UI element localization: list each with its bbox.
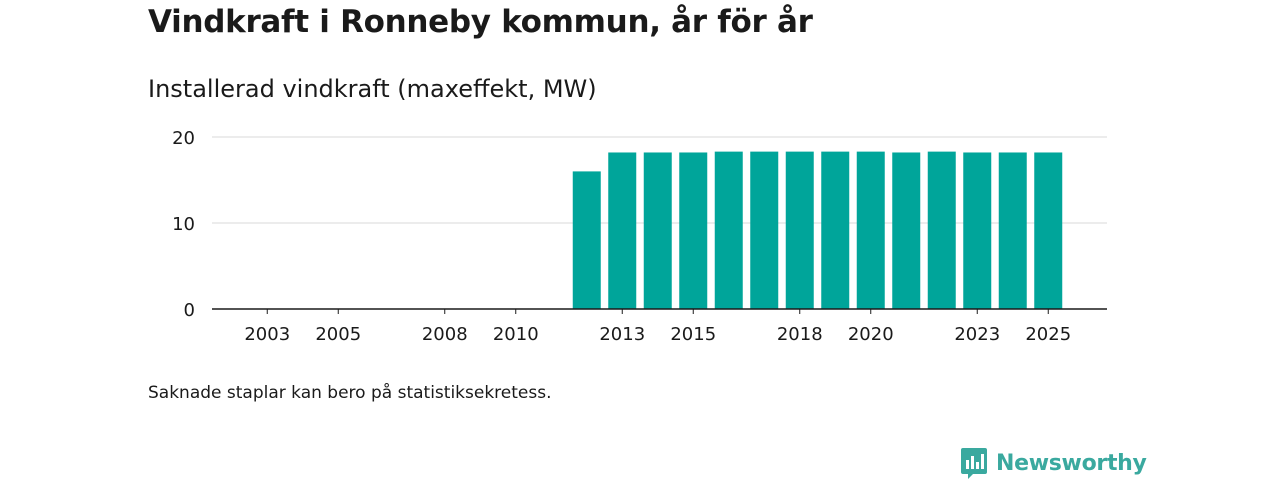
brand-logo[interactable]: Newsworthy xyxy=(960,446,1147,480)
bar xyxy=(785,151,814,309)
bar xyxy=(927,151,956,309)
bar xyxy=(608,152,637,309)
bar xyxy=(998,152,1027,309)
x-tick-label: 2003 xyxy=(244,324,290,345)
bar xyxy=(679,152,708,309)
y-tick-label: 0 xyxy=(184,300,195,321)
x-tick-label: 2013 xyxy=(599,324,645,345)
x-tick-label: 2018 xyxy=(777,324,823,345)
bar xyxy=(714,151,743,309)
bar xyxy=(856,151,885,309)
x-tick-label: 2023 xyxy=(954,324,1000,345)
chart-subtitle: Installerad vindkraft (maxeffekt, MW) xyxy=(148,75,597,103)
bar xyxy=(643,152,672,309)
bar xyxy=(963,152,992,309)
x-tick-label: 2020 xyxy=(848,324,894,345)
brand-name: Newsworthy xyxy=(996,450,1147,476)
y-tick-label: 10 xyxy=(172,214,195,235)
x-tick-label: 2008 xyxy=(422,324,468,345)
x-tick-label: 2025 xyxy=(1025,324,1071,345)
bar xyxy=(750,151,779,309)
footnote: Saknade staplar kan bero på statistiksek… xyxy=(148,383,552,403)
bar xyxy=(572,171,601,309)
x-tick-label: 2005 xyxy=(315,324,361,345)
x-tick-label: 2010 xyxy=(493,324,539,345)
x-tick-label: 2015 xyxy=(670,324,716,345)
newsworthy-logo-icon xyxy=(961,448,987,479)
x-axis-ticks: 2003 2005 2008 2010 2013 2015 2018 2020 2023 2025 xyxy=(244,309,1071,345)
bar xyxy=(1034,152,1063,309)
bar xyxy=(821,151,850,309)
bars xyxy=(572,151,1063,309)
y-tick-label: 20 xyxy=(172,128,195,149)
chart-title: Vindkraft i Ronneby kommun, år för år xyxy=(148,4,813,40)
y-axis-ticks: 0 10 20 xyxy=(172,128,195,321)
bar xyxy=(892,152,921,309)
